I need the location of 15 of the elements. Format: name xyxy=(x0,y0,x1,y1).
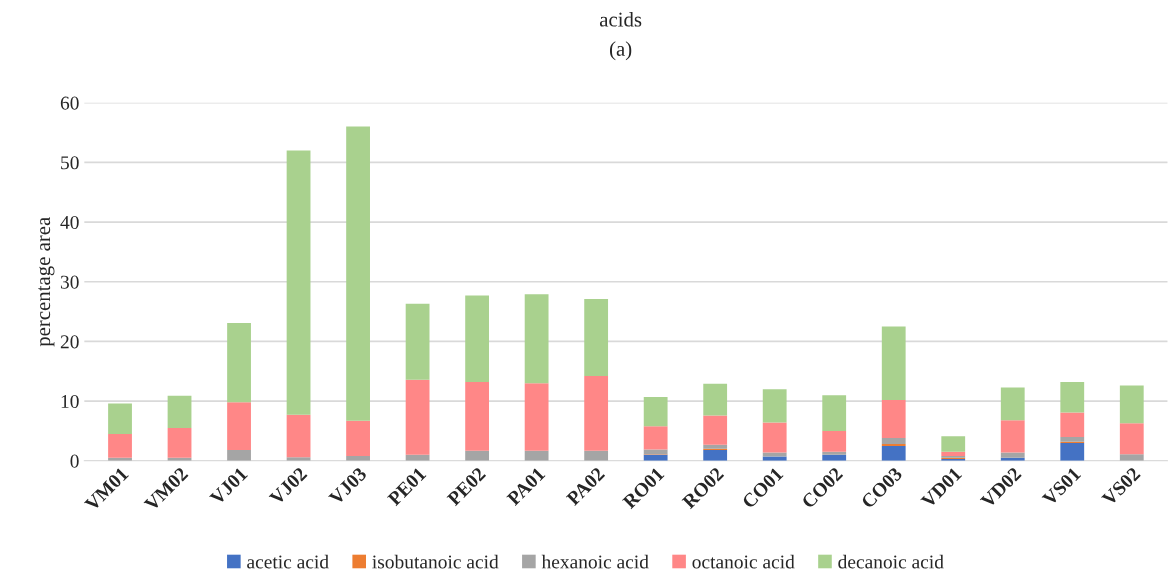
legend-label: octanoic acid xyxy=(692,554,795,569)
y-tick-label: 0 xyxy=(70,454,79,468)
y-tick-label: 60 xyxy=(60,96,79,110)
y-tick-label: 50 xyxy=(61,156,79,170)
legend-label: hexanoic acid xyxy=(541,554,649,569)
y-tick-label: 40 xyxy=(60,215,79,230)
legend-label: acetic acid xyxy=(247,554,329,569)
y-tick-label: 20 xyxy=(60,335,79,349)
legend-label: decanoic acid xyxy=(838,554,944,569)
y-tick-label: 30 xyxy=(60,275,79,289)
chart-title: acids xyxy=(599,11,642,27)
y-tick-label: 10 xyxy=(61,394,79,409)
y-axis-title: percentage area xyxy=(38,217,55,347)
legend-label: isobutanoic acid xyxy=(372,554,499,569)
chart-subtitle: (a) xyxy=(609,41,632,61)
